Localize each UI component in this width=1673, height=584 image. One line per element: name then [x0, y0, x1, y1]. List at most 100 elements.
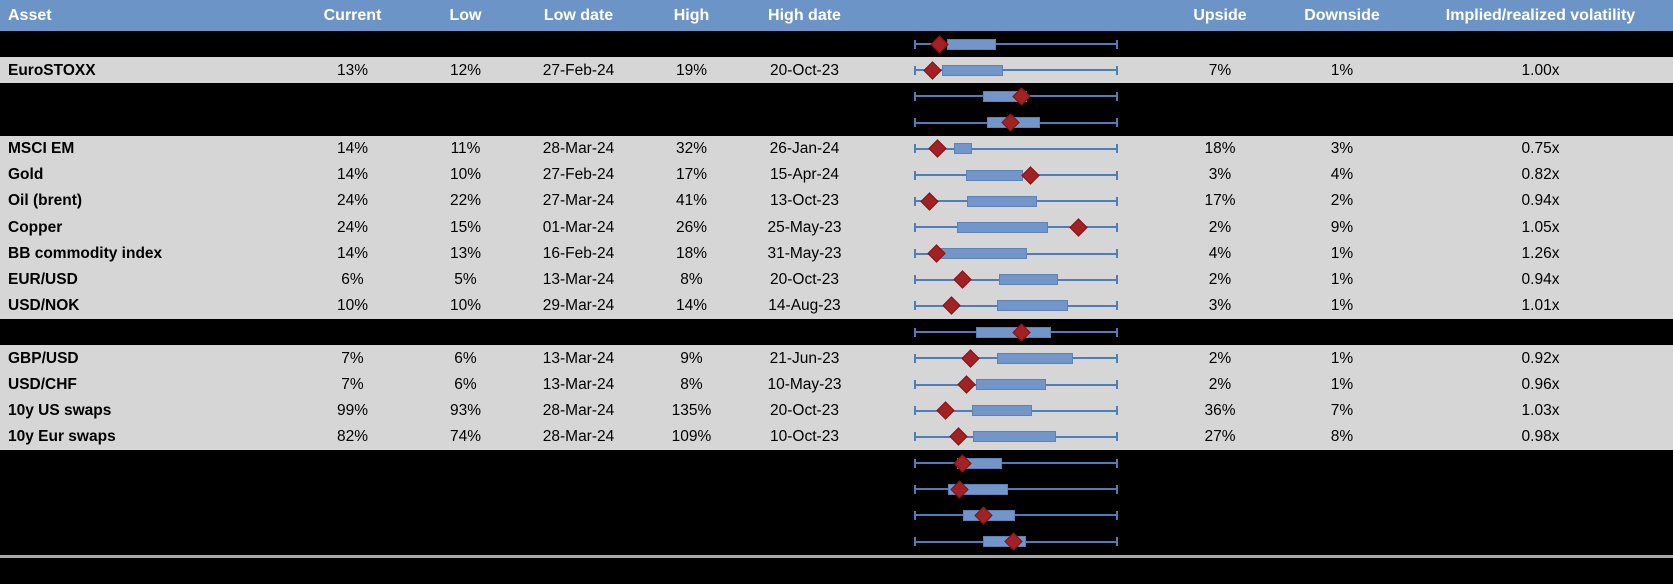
header-downside[interactable]: Downside — [1304, 6, 1380, 24]
upside-cell[interactable]: 2% — [1208, 218, 1232, 236]
low-date-cell[interactable]: 28-Mar-24 — [542, 428, 615, 446]
downside-cell[interactable]: 7% — [1330, 401, 1354, 419]
table-row[interactable]: Copper 24% 15% 01-Mar-24 26% 25-May-23 2… — [0, 214, 1673, 241]
downside-cell[interactable]: 3% — [1330, 140, 1354, 158]
low-date-cell[interactable]: 28-Mar-24 — [542, 140, 615, 158]
low-cell[interactable]: 10% — [449, 166, 482, 184]
table-row[interactable] — [0, 31, 1673, 57]
table-row[interactable] — [0, 450, 1673, 476]
asset-cell[interactable]: 10y Eur swaps — [8, 428, 116, 446]
current-cell[interactable]: 7% — [341, 375, 364, 393]
low-cell[interactable]: 11% — [450, 140, 481, 158]
high-date-cell[interactable]: 15-Apr-24 — [770, 166, 839, 184]
low-cell[interactable]: 5% — [454, 271, 477, 289]
high-date-cell[interactable]: 14-Aug-23 — [768, 297, 841, 315]
downside-cell[interactable]: 4% — [1330, 166, 1354, 184]
asset-cell[interactable]: USD/NOK — [8, 297, 80, 315]
low-cell[interactable]: 15% — [449, 218, 482, 236]
table-row[interactable]: USD/CHF 7% 6% 13-Mar-24 8% 10-May-23 2% … — [0, 371, 1673, 398]
high-date-cell[interactable]: 10-May-23 — [767, 375, 842, 393]
upside-cell[interactable]: 17% — [1204, 192, 1236, 210]
current-cell[interactable]: 7% — [341, 349, 364, 367]
upside-cell[interactable]: 27% — [1204, 428, 1236, 446]
high-date-cell[interactable]: 10-Oct-23 — [770, 428, 839, 446]
table-row[interactable] — [0, 83, 1673, 109]
upside-cell[interactable]: 2% — [1208, 349, 1232, 367]
current-cell[interactable]: 14% — [336, 244, 369, 262]
low-cell[interactable]: 13% — [449, 244, 482, 262]
low-cell[interactable]: 6% — [454, 349, 477, 367]
downside-cell[interactable]: 9% — [1330, 218, 1354, 236]
implied-realized-cell[interactable]: 1.01x — [1521, 297, 1560, 315]
current-cell[interactable]: 24% — [336, 218, 369, 236]
high-date-cell[interactable]: 21-Jun-23 — [769, 349, 840, 367]
high-date-cell[interactable]: 20-Oct-23 — [770, 271, 839, 289]
header-high-date[interactable]: High date — [768, 6, 841, 24]
current-cell[interactable]: 13% — [336, 61, 369, 79]
high-cell[interactable]: 8% — [680, 271, 703, 289]
table-row[interactable]: EuroSTOXX 13% 12% 27-Feb-24 19% 20-Oct-2… — [0, 57, 1673, 84]
table-row[interactable]: EUR/USD 6% 5% 13-Mar-24 8% 20-Oct-23 2% … — [0, 266, 1673, 293]
header-current[interactable]: Current — [323, 6, 382, 24]
asset-cell[interactable]: Oil (brent) — [8, 192, 83, 210]
low-date-cell[interactable]: 29-Mar-24 — [542, 297, 615, 315]
asset-cell[interactable]: MSCI EM — [8, 140, 75, 158]
low-date-cell[interactable]: 16-Feb-24 — [542, 244, 615, 262]
implied-realized-cell[interactable]: 1.05x — [1521, 218, 1560, 236]
table-row[interactable] — [0, 476, 1673, 502]
high-date-cell[interactable]: 25-May-23 — [767, 218, 842, 236]
downside-cell[interactable]: 8% — [1330, 428, 1354, 446]
implied-realized-cell[interactable]: 0.92x — [1521, 349, 1560, 367]
table-row[interactable] — [0, 529, 1673, 555]
current-cell[interactable]: 82% — [336, 428, 369, 446]
implied-realized-cell[interactable]: 1.03x — [1521, 401, 1560, 419]
current-cell[interactable]: 14% — [336, 166, 369, 184]
asset-cell[interactable]: USD/CHF — [8, 375, 77, 393]
low-cell[interactable]: 10% — [449, 297, 482, 315]
asset-cell[interactable]: BB commodity index — [8, 244, 163, 262]
low-date-cell[interactable]: 28-Mar-24 — [542, 401, 615, 419]
high-cell[interactable]: 41% — [675, 192, 708, 210]
high-date-cell[interactable]: 26-Jan-24 — [769, 140, 840, 158]
low-cell[interactable]: 6% — [454, 375, 477, 393]
downside-cell[interactable]: 1% — [1330, 375, 1354, 393]
table-row[interactable]: 10y US swaps 99% 93% 28-Mar-24 135% 20-O… — [0, 397, 1673, 424]
low-date-cell[interactable]: 01-Mar-24 — [542, 218, 615, 236]
asset-cell[interactable]: EuroSTOXX — [8, 61, 96, 79]
downside-cell[interactable]: 1% — [1330, 244, 1354, 262]
low-date-cell[interactable]: 27-Feb-24 — [542, 61, 615, 79]
high-cell[interactable]: 32% — [675, 140, 708, 158]
high-cell[interactable]: 9% — [680, 349, 703, 367]
low-date-cell[interactable]: 27-Mar-24 — [542, 192, 615, 210]
high-cell[interactable]: 109% — [671, 428, 712, 446]
high-date-cell[interactable]: 13-Oct-23 — [770, 192, 839, 210]
low-cell[interactable]: 12% — [449, 61, 482, 79]
table-row[interactable]: USD/NOK 10% 10% 29-Mar-24 14% 14-Aug-23 … — [0, 292, 1673, 320]
downside-cell[interactable]: 1% — [1330, 61, 1354, 79]
table-row[interactable] — [0, 502, 1673, 528]
table-row[interactable]: GBP/USD 7% 6% 13-Mar-24 9% 21-Jun-23 2% … — [0, 345, 1673, 372]
header-implied-realized-volatility[interactable]: Implied/realized volatility — [1445, 6, 1636, 24]
high-cell[interactable]: 135% — [671, 401, 712, 419]
upside-cell[interactable]: 3% — [1208, 166, 1232, 184]
asset-cell[interactable]: 10y US swaps — [8, 401, 112, 419]
upside-cell[interactable]: 3% — [1208, 297, 1232, 315]
upside-cell[interactable]: 7% — [1208, 61, 1232, 79]
header-upside[interactable]: Upside — [1193, 6, 1247, 24]
asset-cell[interactable]: Copper — [8, 218, 63, 236]
upside-cell[interactable]: 36% — [1204, 401, 1236, 419]
implied-realized-cell[interactable]: 0.98x — [1521, 428, 1560, 446]
header-low[interactable]: Low — [449, 6, 482, 24]
table-row[interactable]: Gold 14% 10% 27-Feb-24 17% 15-Apr-24 3% … — [0, 161, 1673, 189]
implied-realized-cell[interactable]: 0.94x — [1521, 192, 1560, 210]
high-cell[interactable]: 14% — [675, 297, 708, 315]
table-row[interactable]: BB commodity index 14% 13% 16-Feb-24 18%… — [0, 240, 1673, 267]
low-cell[interactable]: 74% — [449, 428, 482, 446]
downside-cell[interactable]: 1% — [1330, 271, 1354, 289]
high-cell[interactable]: 8% — [680, 375, 703, 393]
low-date-cell[interactable]: 13-Mar-24 — [542, 271, 615, 289]
implied-realized-cell[interactable]: 0.75x — [1521, 140, 1560, 158]
implied-realized-cell[interactable]: 1.00x — [1521, 61, 1560, 79]
implied-realized-cell[interactable]: 0.82x — [1521, 166, 1560, 184]
table-row[interactable]: 10y Eur swaps 82% 74% 28-Mar-24 109% 10-… — [0, 423, 1673, 450]
